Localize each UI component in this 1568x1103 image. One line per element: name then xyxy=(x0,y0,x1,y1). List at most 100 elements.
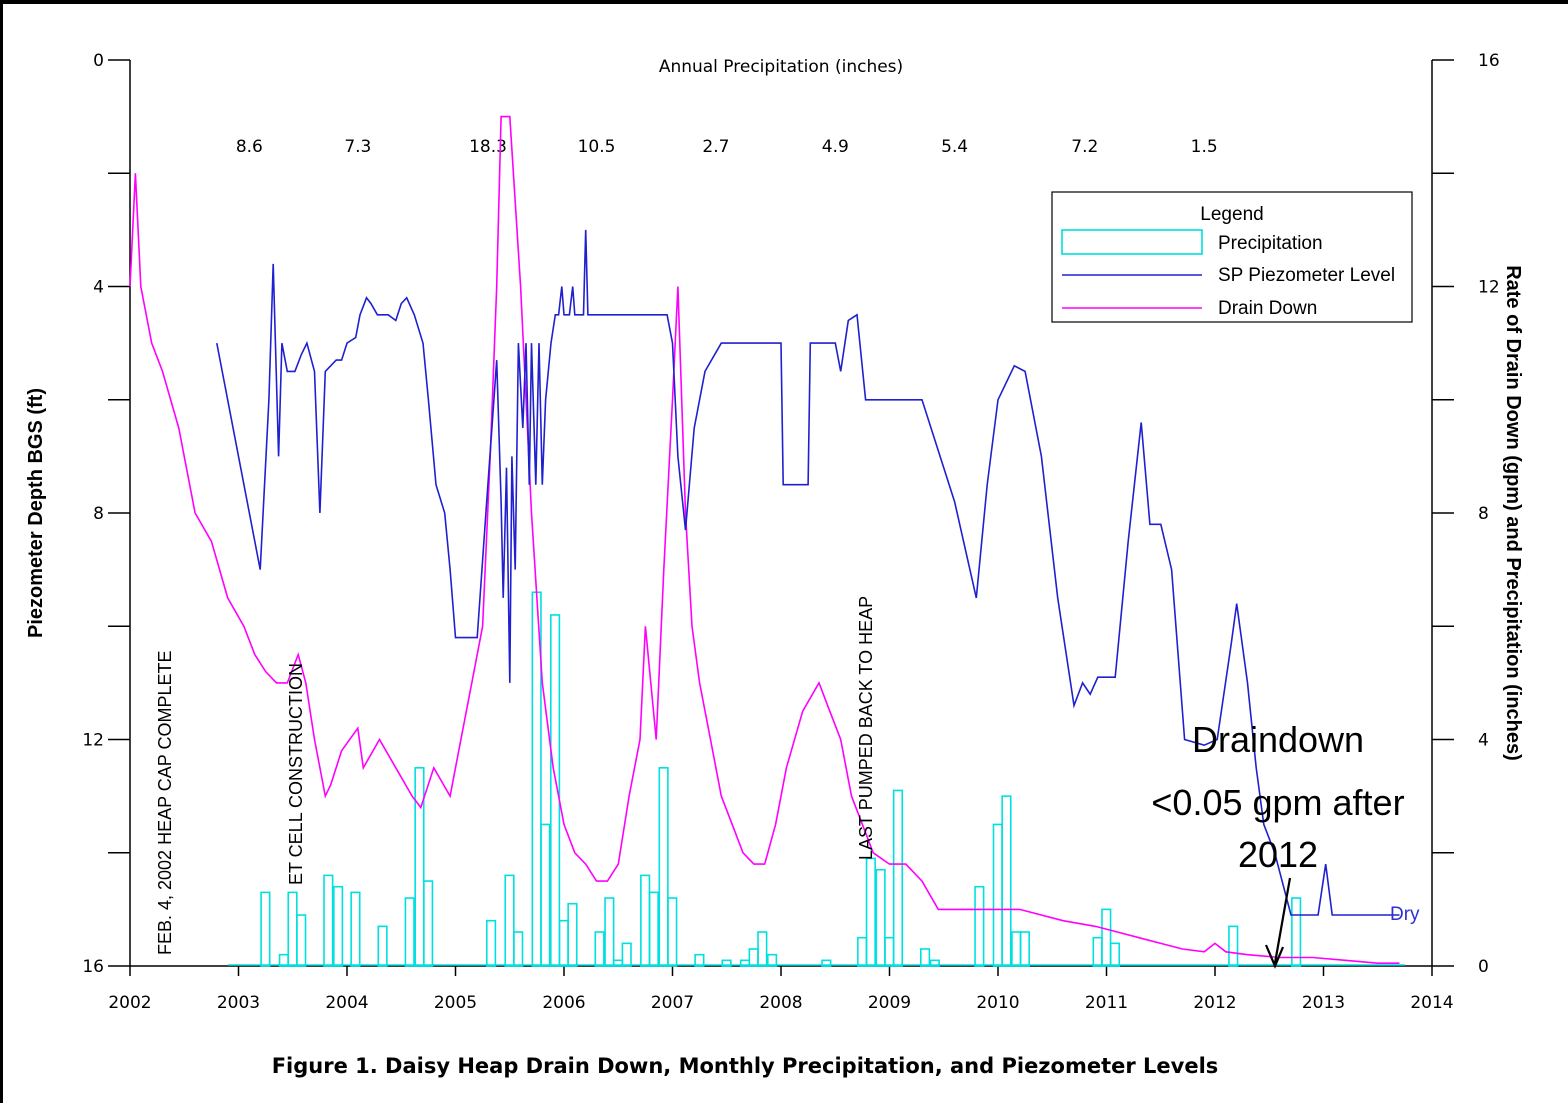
y-left-tick-label: 0 xyxy=(93,51,104,71)
legend-swatch-precipitation xyxy=(1061,229,1203,255)
precipitation-bar xyxy=(260,891,271,967)
precipitation-bar xyxy=(594,931,605,967)
callout-arrow-shaft xyxy=(1273,877,1292,964)
precipitation-bar xyxy=(621,942,632,967)
y-left-tick-label: 12 xyxy=(82,731,104,751)
y-right-tick-label: 16 xyxy=(1478,51,1500,71)
annual-precip-value: 8.6 xyxy=(236,137,263,157)
y-right-tick-label: 8 xyxy=(1478,504,1489,524)
annual-precip-value: 1.5 xyxy=(1191,137,1218,157)
precipitation-bar xyxy=(604,897,615,967)
x-tick-label: 2012 xyxy=(1193,993,1236,1013)
x-tick-label: 2010 xyxy=(976,993,1019,1013)
x-tick-label: 2006 xyxy=(542,993,585,1013)
precipitation-bar xyxy=(892,789,904,967)
y-left-axis-label: Piezometer Depth BGS (ft) xyxy=(25,388,47,638)
precipitation-bar xyxy=(640,874,651,967)
callout-text: <0.05 gpm after xyxy=(1151,782,1404,823)
y-right-tick-label: 12 xyxy=(1478,278,1500,298)
x-tick-label: 2008 xyxy=(759,993,802,1013)
annual-precip-value: 10.5 xyxy=(578,137,616,157)
piezometer-line xyxy=(216,229,1400,916)
precipitation-bar xyxy=(1019,931,1030,967)
precipitation-bar xyxy=(1291,897,1302,967)
precipitation-bar xyxy=(1228,925,1239,967)
precipitation-bar xyxy=(485,919,497,967)
precipitation-bar xyxy=(929,959,940,967)
precipitation-bar xyxy=(821,959,832,967)
y-left-tick-label: 16 xyxy=(82,957,104,977)
callout-arrow-head xyxy=(1264,944,1285,969)
precipitation-bar xyxy=(296,914,307,967)
precipitation-bar xyxy=(992,823,1003,967)
x-tick-label: 2014 xyxy=(1410,993,1453,1013)
event-annotation: ET CELL CONSTRUCTION xyxy=(286,663,306,885)
x-tick-label: 2007 xyxy=(651,993,694,1013)
callout-text: Draindown xyxy=(1192,719,1364,760)
precipitation-bar xyxy=(287,891,298,967)
precipitation-bar xyxy=(1092,936,1103,967)
precipitation-bar xyxy=(865,857,876,967)
x-tick-label: 2004 xyxy=(325,993,368,1013)
precipitation-bar xyxy=(333,885,344,967)
precipitation-bar xyxy=(540,823,551,967)
legend-title: Legend xyxy=(1200,204,1263,225)
x-tick-label: 2002 xyxy=(108,993,151,1013)
precipitation-bar xyxy=(1109,942,1121,967)
precipitation-bar xyxy=(513,931,524,967)
event-annotation: LAST PUMPED BACK TO HEAP xyxy=(856,596,876,860)
annual-precip-value: 7.2 xyxy=(1071,137,1098,157)
annual-precip-value: 4.9 xyxy=(822,137,849,157)
precipitation-bar xyxy=(974,885,985,967)
y-left-tick-label: 8 xyxy=(93,504,104,524)
precipitation-bar xyxy=(667,897,678,967)
figure-caption: Figure 1. Daisy Heap Drain Down, Monthly… xyxy=(271,1054,1219,1078)
annual-precip-value: 2.7 xyxy=(702,137,729,157)
panel-border-top xyxy=(0,0,1568,4)
annual-precip-value: 7.3 xyxy=(344,137,371,157)
precipitation-bar xyxy=(323,874,334,967)
drain-down-line xyxy=(129,115,1400,964)
precipitation-bar xyxy=(857,936,868,967)
x-tick-label: 2009 xyxy=(868,993,911,1013)
legend-item-label: Drain Down xyxy=(1218,298,1317,319)
legend-item-label: Precipitation xyxy=(1218,233,1323,254)
precipitation-bar xyxy=(1001,795,1012,967)
legend-box xyxy=(1051,191,1413,323)
precipitation-bar xyxy=(1011,931,1022,967)
panel-border-left xyxy=(0,0,3,1103)
dry-label: Dry xyxy=(1390,904,1420,925)
precipitation-bar xyxy=(550,614,561,967)
callout-text: 2012 xyxy=(1238,834,1318,875)
precipitation-bar xyxy=(875,868,886,967)
x-tick-label: 2013 xyxy=(1302,993,1345,1013)
precipitation-bar xyxy=(1101,908,1112,967)
x-tick-label: 2005 xyxy=(434,993,477,1013)
legend-item-label: SP Piezometer Level xyxy=(1218,265,1395,286)
precipitation-bar xyxy=(377,925,388,967)
precipitation-bar xyxy=(648,891,659,967)
x-tick-label: 2011 xyxy=(1085,993,1128,1013)
precipitation-bar xyxy=(767,953,778,967)
precipitation-bar xyxy=(757,931,768,967)
precipitation-bar xyxy=(567,902,578,967)
y-left-tick-label: 4 xyxy=(93,278,104,298)
y-right-tick-label: 4 xyxy=(1478,731,1489,751)
y-right-axis-label: Rate of Drain Down (gpm) and Precipitati… xyxy=(1502,265,1524,761)
annual-precip-heading: Annual Precipitation (inches) xyxy=(659,57,903,77)
y-right-tick-label: 0 xyxy=(1478,957,1489,977)
precipitation-bar xyxy=(694,953,705,967)
precipitation-bar xyxy=(558,919,569,967)
event-annotation: FEB. 4, 2002 HEAP CAP COMPLETE xyxy=(155,651,175,955)
precipitation-bar xyxy=(884,936,895,967)
precipitation-bar xyxy=(404,897,415,967)
annual-precip-value: 5.4 xyxy=(941,137,968,157)
precipitation-bar xyxy=(919,948,931,967)
precipitation-bar xyxy=(504,874,515,967)
precipitation-bar xyxy=(658,767,669,967)
precipitation-bar xyxy=(350,891,361,967)
precipitation-bar xyxy=(423,880,434,967)
precipitation-bar xyxy=(748,948,759,967)
annual-precip-value: 18.3 xyxy=(469,137,507,157)
